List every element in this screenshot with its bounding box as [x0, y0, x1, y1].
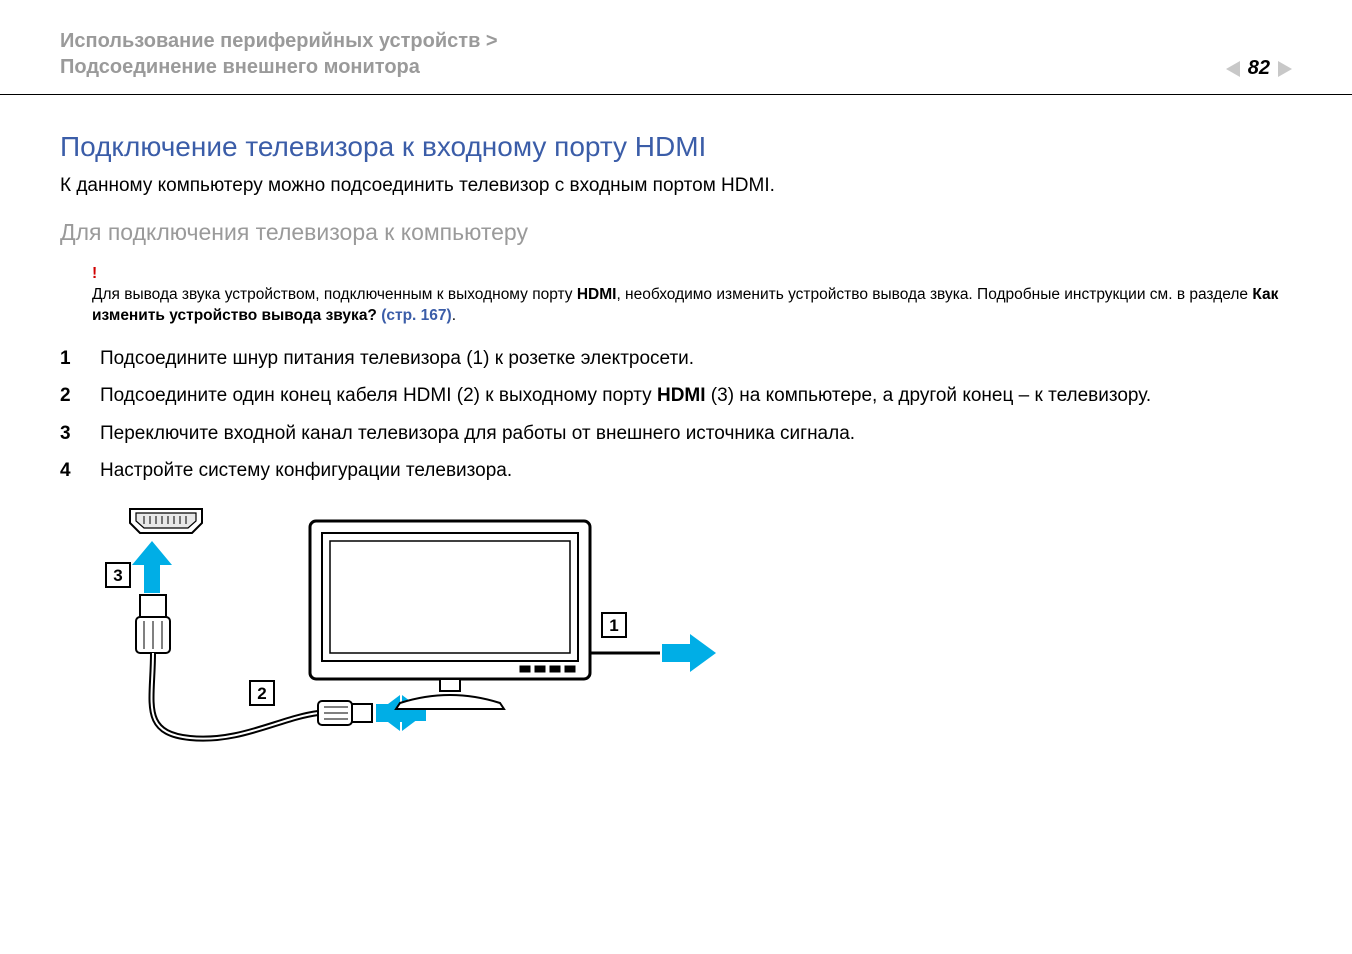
breadcrumb-line-1: Использование периферийных устройств >: [60, 30, 498, 52]
diagram-svg: 3 2: [100, 503, 720, 763]
callout-3-label: 3: [113, 566, 122, 585]
callout-2-label: 2: [257, 684, 266, 703]
warning-text-b: , необходимо изменить устройство вывода …: [616, 286, 1252, 303]
callout-3: 3: [106, 563, 130, 587]
tv-icon: [310, 521, 590, 709]
step-bold: HDMI: [657, 385, 706, 406]
warning-mark-icon: !: [92, 264, 1292, 285]
hdmi-port-icon: [130, 509, 202, 533]
step-text: Подсоедините один конец кабеля HDMI (2) …: [100, 382, 1292, 410]
prev-page-icon[interactable]: [1226, 61, 1240, 77]
page-number: 82: [1248, 57, 1270, 80]
step-number: 1: [60, 345, 100, 373]
callout-1-label: 1: [609, 616, 618, 635]
callout-2: 2: [250, 681, 274, 705]
page-title: Подключение телевизора к входному порту …: [60, 131, 1292, 163]
page-body: Подключение телевизора к входному порту …: [0, 95, 1352, 763]
step-number: 4: [60, 457, 100, 485]
breadcrumb-line-2: Подсоединение внешнего монитора: [60, 56, 420, 78]
section-subtitle: Для подключения телевизора к компьютеру: [60, 219, 1292, 246]
step-text: Переключите входной канал телевизора для…: [100, 420, 1292, 448]
warning-bold-1: HDMI: [577, 286, 617, 303]
intro-text: К данному компьютеру можно подсоединить …: [60, 175, 1292, 197]
hdmi-cable-highlight: [151, 653, 318, 739]
step-text-b: (3) на компьютере, а другой конец – к те…: [706, 385, 1152, 406]
breadcrumb: Использование периферийных устройств > П…: [60, 28, 498, 80]
step-text-a: Подсоедините один конец кабеля HDMI (2) …: [100, 385, 657, 406]
step-item: 1 Подсоедините шнур питания телевизора (…: [60, 345, 1292, 373]
hdmi-connector-icon: [136, 595, 170, 653]
warning-note: ! Для вывода звука устройством, подключе…: [92, 264, 1292, 327]
page: Использование периферийных устройств > П…: [0, 0, 1352, 954]
next-page-icon[interactable]: [1278, 61, 1292, 77]
callout-1: 1: [602, 613, 626, 637]
hdmi-connector-2-icon: [318, 701, 372, 725]
arrow-right-power-icon: [662, 634, 716, 672]
steps-list: 1 Подсоедините шнур питания телевизора (…: [60, 345, 1292, 485]
arrow-up-icon: [132, 541, 172, 593]
connection-diagram: 3 2: [100, 503, 1292, 763]
warning-text-a: Для вывода звука устройством, подключенн…: [92, 286, 577, 303]
page-header: Использование периферийных устройств > П…: [0, 0, 1352, 95]
step-number: 3: [60, 420, 100, 448]
warning-after: .: [452, 307, 456, 324]
hdmi-cable: [151, 653, 318, 739]
page-number-nav: 82: [1226, 57, 1292, 80]
step-text: Подсоедините шнур питания телевизора (1)…: [100, 345, 1292, 373]
step-item: 4 Настройте систему конфигурации телевиз…: [60, 457, 1292, 485]
step-item: 2 Подсоедините один конец кабеля HDMI (2…: [60, 382, 1292, 410]
step-item: 3 Переключите входной канал телевизора д…: [60, 420, 1292, 448]
step-text: Настройте систему конфигурации телевизор…: [100, 457, 1292, 485]
step-number: 2: [60, 382, 100, 410]
warning-link[interactable]: (стр. 167): [381, 307, 451, 324]
